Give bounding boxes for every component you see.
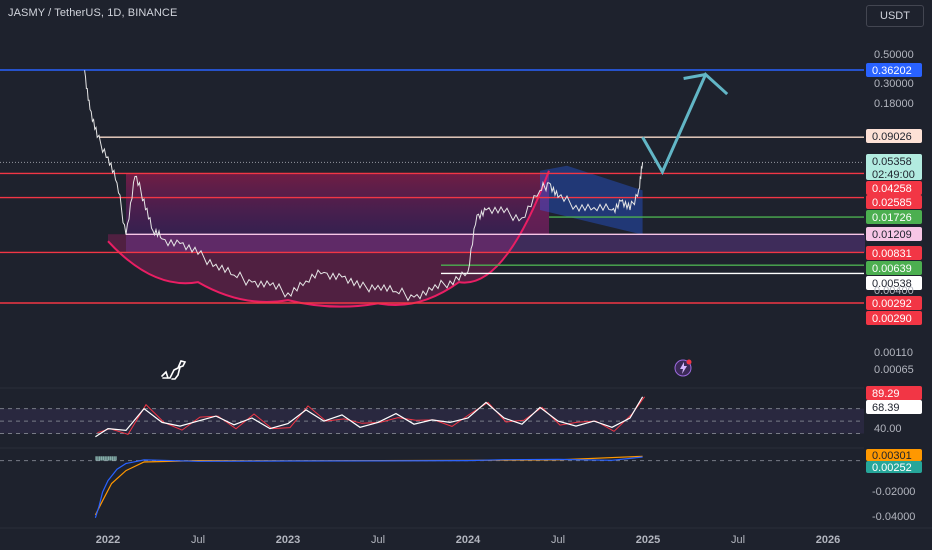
currency-button[interactable]: USDT — [866, 5, 924, 27]
cup-zone — [126, 173, 549, 235]
x-tick-label: Jul — [191, 534, 205, 546]
symbol-title: JASMY / TetherUS, 1D, BINANCE — [8, 7, 178, 19]
price-label: 0.09026 — [872, 131, 912, 143]
price-label-box — [866, 311, 922, 325]
y-tick-label: 0.18000 — [874, 98, 914, 110]
x-tick-label: 2026 — [816, 534, 840, 546]
price-label: 0.00831 — [872, 248, 912, 260]
macd-histogram-bar — [111, 456, 114, 461]
price-label: 0.00538 — [872, 278, 912, 290]
macd-label: 0.00252 — [872, 462, 912, 474]
price-label-box — [866, 181, 922, 195]
rsi-label-box — [866, 386, 922, 400]
price-label-box — [866, 154, 922, 180]
macd-histogram-bar — [115, 456, 117, 461]
macd-tick-label: -0.04000 — [872, 511, 915, 523]
x-tick-label: 2022 — [96, 534, 120, 546]
price-label: 0.05358 — [872, 156, 912, 168]
rsi-label: 68.39 — [872, 402, 900, 414]
price-label: 0.01726 — [872, 212, 912, 224]
macd-label: 0.00301 — [872, 450, 912, 462]
price-series — [84, 70, 644, 302]
rsi-tick-label: 40.00 — [874, 423, 902, 435]
arrow-head — [683, 73, 706, 80]
y-tick-label: 0.00400 — [874, 285, 914, 297]
x-tick-label: Jul — [371, 534, 385, 546]
levels-layer — [0, 69, 864, 304]
price-label-box — [866, 210, 922, 224]
macd-histogram-bar — [113, 456, 115, 461]
macd-histogram-bar — [100, 456, 103, 461]
cup-lower-fill — [108, 170, 549, 307]
icons-layer — [161, 359, 692, 380]
macd-histogram-bar — [106, 456, 108, 461]
price-label-box — [866, 227, 922, 241]
price-label-box — [866, 129, 922, 143]
lightning-alert-icon[interactable] — [674, 359, 692, 377]
rsi-pane — [0, 396, 864, 438]
grid — [0, 387, 864, 449]
macd-histogram-bar — [99, 456, 101, 461]
price-label-box — [866, 246, 922, 260]
x-tick-label: 2024 — [456, 534, 481, 546]
rsi-line — [95, 396, 644, 438]
macd-histogram-bar — [97, 456, 99, 461]
price-label: 0.00290 — [872, 313, 912, 325]
handle-zone — [540, 165, 643, 235]
price-label-box — [866, 195, 922, 209]
price-label-box — [866, 261, 922, 275]
price-label: 0.01209 — [872, 229, 912, 241]
rsi-label-box — [866, 400, 922, 414]
y-tick-label: 0.00110 — [874, 347, 913, 359]
price-layer — [84, 70, 729, 302]
alert-dot — [686, 359, 692, 365]
x-tick-label: 2025 — [636, 534, 660, 546]
y-tick-label: 0.30000 — [874, 78, 914, 90]
cup-curve — [107, 170, 550, 308]
price-label: 0.02585 — [872, 197, 912, 209]
price-label: 0.36202 — [872, 65, 912, 77]
time-axis[interactable]: 2022 Jul 2023 Jul 2024 Jul 2025 Jul 2026 — [0, 527, 932, 546]
macd-histogram-bar — [102, 456, 105, 461]
x-tick-label: 2023 — [276, 534, 300, 546]
base-zone — [126, 234, 865, 253]
rsi-fast-line — [97, 396, 646, 435]
price-label-box — [866, 276, 922, 290]
macd-histogram-bar — [104, 456, 106, 461]
macd-line — [94, 456, 643, 518]
price-label: 0.00292 — [872, 298, 912, 310]
dinosaur-icon — [161, 360, 187, 380]
macd-histogram-bar — [109, 456, 112, 461]
y-tick-label: 0.00065 — [874, 364, 914, 376]
rsi-label: 89.29 — [872, 388, 900, 400]
macd-pane — [0, 455, 864, 518]
projection-arrow — [641, 71, 729, 176]
price-label-box — [866, 63, 922, 77]
macd-label-box — [866, 449, 922, 461]
zones-layer — [107, 165, 865, 308]
y-tick-label: 0.50000 — [874, 49, 914, 61]
macd-label-box — [866, 461, 922, 473]
macd-histogram-bar — [108, 456, 110, 461]
signal-line — [94, 455, 643, 516]
lightning-glyph — [680, 362, 687, 374]
price-label-box — [866, 296, 922, 310]
price-label: 0.00639 — [872, 263, 912, 275]
macd-histogram-bar — [95, 456, 97, 461]
countdown-label: 02:49:00 — [872, 169, 915, 181]
x-tick-label: Jul — [731, 534, 745, 546]
x-tick-label: Jul — [551, 534, 565, 546]
price-label: 0.04258 — [872, 183, 912, 195]
macd-tick-label: -0.02000 — [872, 486, 915, 498]
